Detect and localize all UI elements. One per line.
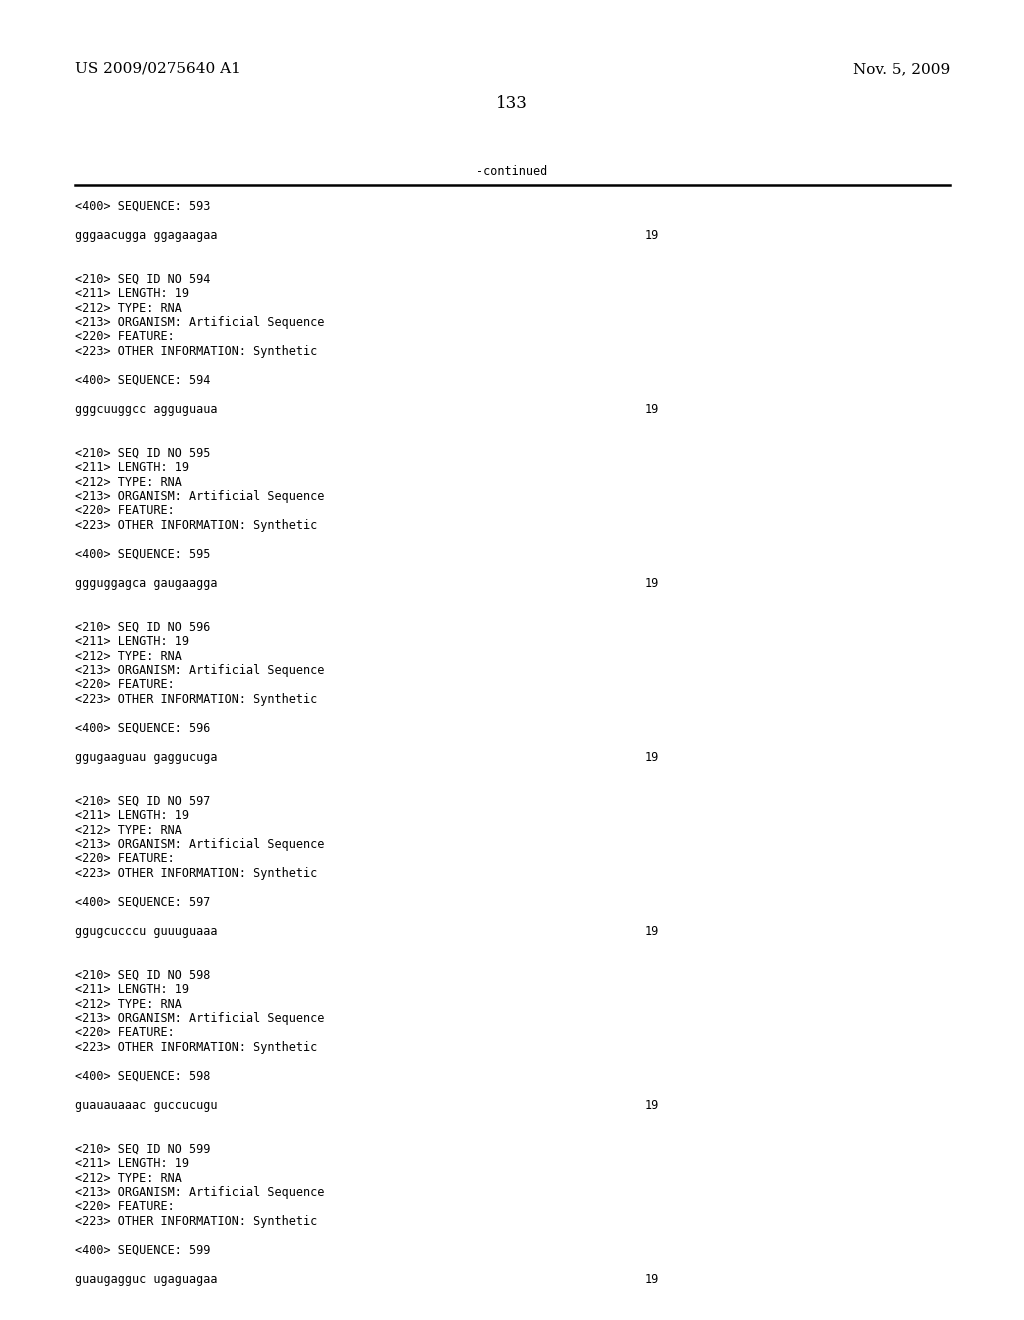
Text: <220> FEATURE:: <220> FEATURE:	[75, 678, 175, 692]
Text: <212> TYPE: RNA: <212> TYPE: RNA	[75, 649, 182, 663]
Text: 19: 19	[645, 925, 659, 939]
Text: <223> OTHER INFORMATION: Synthetic: <223> OTHER INFORMATION: Synthetic	[75, 519, 317, 532]
Text: ggugaaguau gaggucuga: ggugaaguau gaggucuga	[75, 751, 217, 764]
Text: <212> TYPE: RNA: <212> TYPE: RNA	[75, 824, 182, 837]
Text: guauauaaac guccucugu: guauauaaac guccucugu	[75, 1100, 217, 1111]
Text: <211> LENGTH: 19: <211> LENGTH: 19	[75, 635, 189, 648]
Text: <400> SEQUENCE: 594: <400> SEQUENCE: 594	[75, 374, 210, 387]
Text: 19: 19	[645, 577, 659, 590]
Text: <223> OTHER INFORMATION: Synthetic: <223> OTHER INFORMATION: Synthetic	[75, 1041, 317, 1053]
Text: <223> OTHER INFORMATION: Synthetic: <223> OTHER INFORMATION: Synthetic	[75, 867, 317, 880]
Text: <220> FEATURE:: <220> FEATURE:	[75, 1027, 175, 1040]
Text: <220> FEATURE:: <220> FEATURE:	[75, 1200, 175, 1213]
Text: 19: 19	[645, 228, 659, 242]
Text: -continued: -continued	[476, 165, 548, 178]
Text: ggguggagca gaugaagga: ggguggagca gaugaagga	[75, 577, 217, 590]
Text: <212> TYPE: RNA: <212> TYPE: RNA	[75, 998, 182, 1011]
Text: 19: 19	[645, 403, 659, 416]
Text: <213> ORGANISM: Artificial Sequence: <213> ORGANISM: Artificial Sequence	[75, 490, 325, 503]
Text: <400> SEQUENCE: 596: <400> SEQUENCE: 596	[75, 722, 210, 735]
Text: <400> SEQUENCE: 599: <400> SEQUENCE: 599	[75, 1243, 210, 1257]
Text: <210> SEQ ID NO 599: <210> SEQ ID NO 599	[75, 1143, 210, 1155]
Text: <220> FEATURE:: <220> FEATURE:	[75, 330, 175, 343]
Text: <400> SEQUENCE: 598: <400> SEQUENCE: 598	[75, 1071, 210, 1082]
Text: <211> LENGTH: 19: <211> LENGTH: 19	[75, 809, 189, 822]
Text: <220> FEATURE:: <220> FEATURE:	[75, 504, 175, 517]
Text: <212> TYPE: RNA: <212> TYPE: RNA	[75, 1172, 182, 1184]
Text: <220> FEATURE:: <220> FEATURE:	[75, 853, 175, 866]
Text: <213> ORGANISM: Artificial Sequence: <213> ORGANISM: Artificial Sequence	[75, 315, 325, 329]
Text: gggaacugga ggagaagaa: gggaacugga ggagaagaa	[75, 228, 217, 242]
Text: <223> OTHER INFORMATION: Synthetic: <223> OTHER INFORMATION: Synthetic	[75, 1214, 317, 1228]
Text: <212> TYPE: RNA: <212> TYPE: RNA	[75, 475, 182, 488]
Text: gggcuuggcc agguguaua: gggcuuggcc agguguaua	[75, 403, 217, 416]
Text: <212> TYPE: RNA: <212> TYPE: RNA	[75, 301, 182, 314]
Text: US 2009/0275640 A1: US 2009/0275640 A1	[75, 62, 241, 77]
Text: <211> LENGTH: 19: <211> LENGTH: 19	[75, 286, 189, 300]
Text: <213> ORGANISM: Artificial Sequence: <213> ORGANISM: Artificial Sequence	[75, 838, 325, 851]
Text: <223> OTHER INFORMATION: Synthetic: <223> OTHER INFORMATION: Synthetic	[75, 345, 317, 358]
Text: 19: 19	[645, 1272, 659, 1286]
Text: <400> SEQUENCE: 593: <400> SEQUENCE: 593	[75, 201, 210, 213]
Text: <213> ORGANISM: Artificial Sequence: <213> ORGANISM: Artificial Sequence	[75, 1012, 325, 1026]
Text: <211> LENGTH: 19: <211> LENGTH: 19	[75, 461, 189, 474]
Text: <210> SEQ ID NO 595: <210> SEQ ID NO 595	[75, 446, 210, 459]
Text: <210> SEQ ID NO 596: <210> SEQ ID NO 596	[75, 620, 210, 634]
Text: <400> SEQUENCE: 595: <400> SEQUENCE: 595	[75, 548, 210, 561]
Text: 19: 19	[645, 1100, 659, 1111]
Text: <211> LENGTH: 19: <211> LENGTH: 19	[75, 1158, 189, 1170]
Text: Nov. 5, 2009: Nov. 5, 2009	[853, 62, 950, 77]
Text: ggugcucccu guuuguaaa: ggugcucccu guuuguaaa	[75, 925, 217, 939]
Text: guaugagguc ugaguagaa: guaugagguc ugaguagaa	[75, 1272, 217, 1286]
Text: <210> SEQ ID NO 598: <210> SEQ ID NO 598	[75, 969, 210, 982]
Text: 19: 19	[645, 751, 659, 764]
Text: 133: 133	[496, 95, 528, 112]
Text: <223> OTHER INFORMATION: Synthetic: <223> OTHER INFORMATION: Synthetic	[75, 693, 317, 706]
Text: <210> SEQ ID NO 597: <210> SEQ ID NO 597	[75, 795, 210, 808]
Text: <213> ORGANISM: Artificial Sequence: <213> ORGANISM: Artificial Sequence	[75, 1185, 325, 1199]
Text: <211> LENGTH: 19: <211> LENGTH: 19	[75, 983, 189, 997]
Text: <400> SEQUENCE: 597: <400> SEQUENCE: 597	[75, 896, 210, 909]
Text: <213> ORGANISM: Artificial Sequence: <213> ORGANISM: Artificial Sequence	[75, 664, 325, 677]
Text: <210> SEQ ID NO 594: <210> SEQ ID NO 594	[75, 272, 210, 285]
